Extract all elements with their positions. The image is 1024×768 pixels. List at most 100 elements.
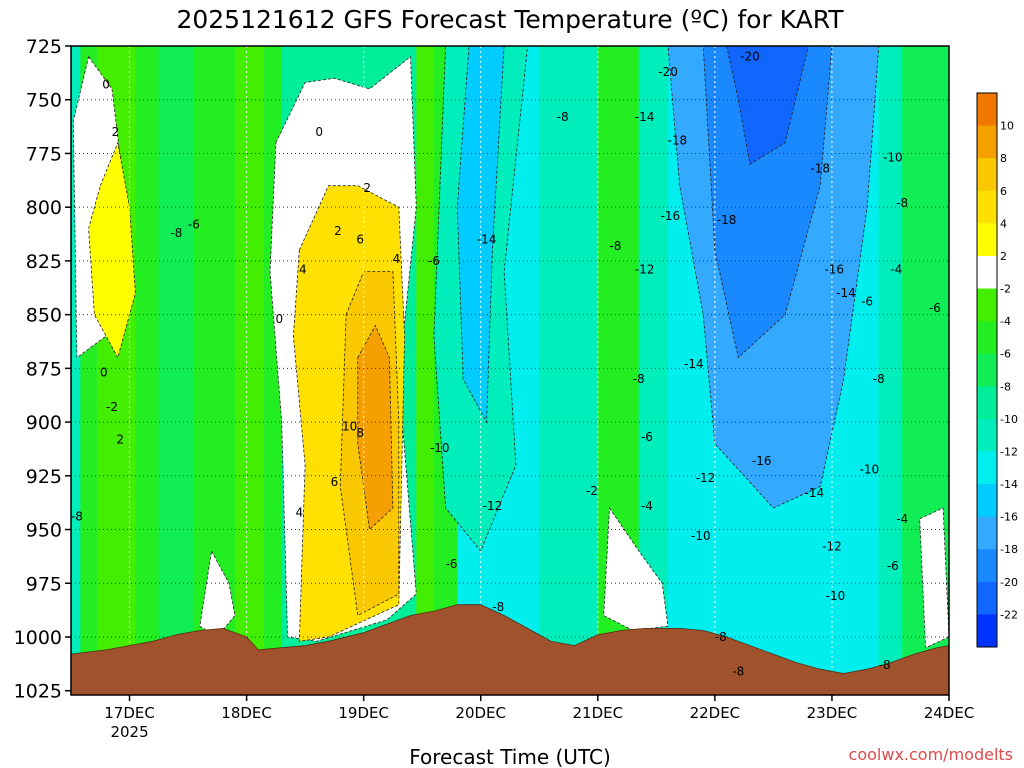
contour-label: 2 xyxy=(112,125,120,139)
contour-label: -12 xyxy=(635,262,655,276)
contour-label: 2 xyxy=(334,224,342,238)
contour-label: 6 xyxy=(356,232,364,246)
colorbar-label: -14 xyxy=(1000,478,1018,491)
temperature-band xyxy=(539,46,598,695)
contour-label: -4 xyxy=(641,499,653,513)
contour-label: -10 xyxy=(430,441,450,455)
colorbar-label: -18 xyxy=(1000,543,1018,556)
contour-label: 4 xyxy=(295,505,303,519)
contour-label: -16 xyxy=(824,262,844,276)
contour-label: -12 xyxy=(822,540,842,554)
y-tick-label: 775 xyxy=(26,143,62,165)
contour-label: -14 xyxy=(684,357,704,371)
x-tick-label: 24DEC xyxy=(924,704,975,722)
colorbar-swatch xyxy=(977,125,997,159)
contour-label: 0 xyxy=(276,312,284,326)
y-tick-label: 875 xyxy=(26,358,62,380)
colorbar-label: -16 xyxy=(1000,511,1018,524)
chart-title: 2025121612 GFS Forecast Temperature (ºC)… xyxy=(176,5,844,34)
contour-label: -14 xyxy=(836,286,856,300)
contour-label: -8 xyxy=(557,110,569,124)
contour-label: -8 xyxy=(896,196,908,210)
temperature-band xyxy=(416,46,434,695)
y-tick-label: 725 xyxy=(26,36,62,58)
colorbar-label: -2 xyxy=(1000,283,1011,296)
contour-label: -6 xyxy=(445,557,457,571)
contour-label: 2 xyxy=(116,432,124,446)
contour-label: -14 xyxy=(805,486,825,500)
contour-label: -8 xyxy=(492,600,504,614)
colorbar-swatch xyxy=(977,614,997,648)
y-tick-label: 825 xyxy=(26,251,62,273)
y-tick-label: 1000 xyxy=(14,627,62,649)
y-axis: 725 750 775 800 825 850 875 900 925 950 975 1000 102… xyxy=(14,36,71,703)
terrain-surface xyxy=(71,604,949,695)
colorbar-label: 6 xyxy=(1000,185,1007,198)
contour-label: 8 xyxy=(356,426,364,440)
contour-label: -8 xyxy=(71,510,83,524)
colorbar-swatch xyxy=(977,451,997,485)
contour-label: -20 xyxy=(740,50,760,64)
colorbar-label: 2 xyxy=(1000,250,1007,263)
y-tick-label: 750 xyxy=(26,90,62,112)
colorbar-swatch xyxy=(977,223,997,257)
x-tick-label: 18DEC xyxy=(221,704,272,722)
temperature-band xyxy=(158,46,194,695)
y-tick-label: 1025 xyxy=(14,681,62,703)
colorbar-label: -6 xyxy=(1000,348,1011,361)
temperature-band xyxy=(878,46,903,695)
contour-label: -10 xyxy=(883,151,903,165)
colorbar-swatch xyxy=(977,516,997,550)
contour-label: -10 xyxy=(826,589,846,603)
contour-label: -6 xyxy=(929,301,941,315)
contour-label: -16 xyxy=(752,454,772,468)
colorbar-swatch xyxy=(977,158,997,192)
contour-label: -10 xyxy=(860,462,880,476)
contour-label: -18 xyxy=(717,213,737,227)
contour-label: -6 xyxy=(188,217,200,231)
colorbar-swatch xyxy=(977,549,997,583)
temperature-region xyxy=(702,46,833,359)
x-tick-sublabel: 2025 xyxy=(110,723,148,741)
contour-label: -4 xyxy=(890,262,902,276)
colorbar-label: -10 xyxy=(1000,413,1018,426)
y-tick-label: 900 xyxy=(26,412,62,434)
contour-label: 0 xyxy=(315,125,323,139)
contour-label: 10 xyxy=(342,419,357,433)
contour-label: -2 xyxy=(106,400,118,414)
x-tick-label: 17DEC xyxy=(104,704,155,722)
contour-label: -4 xyxy=(896,512,908,526)
colorbar-label: 10 xyxy=(1000,120,1014,133)
colorbar-swatch xyxy=(977,255,997,290)
contour-label: -8 xyxy=(170,226,182,240)
colorbar-label: -4 xyxy=(1000,315,1011,328)
colorbar-swatch xyxy=(977,353,997,387)
plot-border xyxy=(70,45,950,696)
contour-label: -18 xyxy=(810,161,830,175)
contour-label: 6 xyxy=(331,475,339,489)
colorbar-label: 8 xyxy=(1000,152,1007,165)
x-tick-label: 23DEC xyxy=(807,704,858,722)
contour-label: -4 xyxy=(30,284,42,298)
colorbar-label: -20 xyxy=(1000,576,1018,589)
contour-label: -10 xyxy=(691,529,711,543)
contour-label: -10 xyxy=(38,445,58,459)
colorbar-border xyxy=(976,92,998,648)
contour-label: -14 xyxy=(477,232,497,246)
contour-label: -6 xyxy=(428,254,440,268)
x-tick-label: 20DEC xyxy=(455,704,506,722)
contour-label: -16 xyxy=(661,209,681,223)
colorbar-swatch xyxy=(977,386,997,420)
credit-text: coolwx.com/modelts xyxy=(849,745,1013,764)
contour-label: -8 xyxy=(879,658,891,672)
contour-label: 0 xyxy=(100,366,108,380)
contour-label: -2 xyxy=(586,484,598,498)
contour-label: 0 xyxy=(102,78,110,92)
contour-label: -12 xyxy=(696,471,716,485)
contour-label: -20 xyxy=(658,65,678,79)
y-tick-label: 850 xyxy=(26,305,62,327)
contour-label: -8 xyxy=(633,372,645,386)
y-tick-label: 800 xyxy=(26,197,62,219)
